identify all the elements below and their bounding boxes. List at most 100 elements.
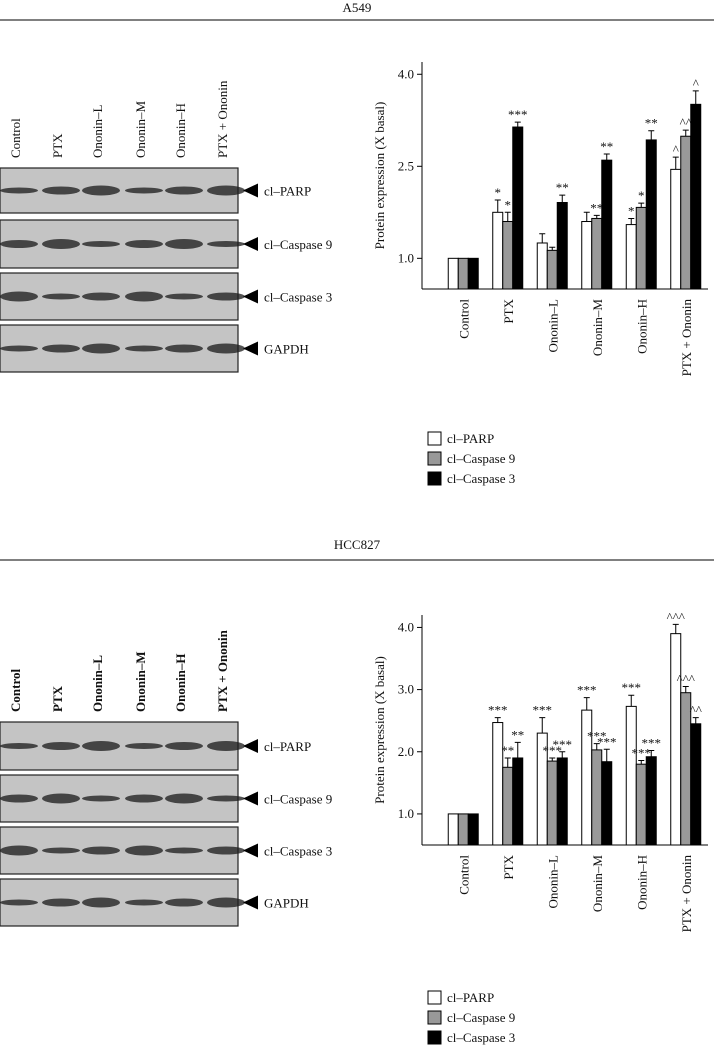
lane-label: Ononin–H	[173, 653, 188, 712]
lane-label: Ononin–L	[90, 655, 105, 712]
legend-swatch	[427, 990, 442, 1005]
lane-label: PTX + Ononin	[215, 80, 230, 158]
bar	[625, 224, 637, 290]
error-bar	[682, 685, 689, 693]
bar	[690, 723, 702, 846]
band-arrow	[243, 289, 258, 304]
band-label: cl–Caspase 9	[264, 792, 332, 807]
band-label: cl–PARP	[264, 739, 311, 754]
legend-swatch	[427, 431, 442, 446]
significance-mark: **	[511, 727, 524, 742]
bar	[556, 201, 568, 290]
lane-label: Control	[8, 118, 23, 158]
significance-mark: ***	[543, 743, 563, 758]
legend-swatch	[427, 1010, 442, 1025]
blot-band	[207, 795, 245, 802]
blot-band	[207, 292, 245, 301]
bar	[467, 257, 479, 290]
blot-band	[42, 293, 80, 300]
x-tick-label: Control	[456, 855, 471, 895]
bar	[502, 766, 514, 846]
error-bar	[549, 246, 556, 251]
y-tick-label: 2.5	[398, 158, 414, 173]
error-bar	[682, 129, 689, 137]
significance-mark: ^^^	[667, 609, 685, 624]
significance-mark: ***	[642, 736, 662, 751]
x-tick-label: Ononin–L	[545, 855, 560, 909]
blot-band	[82, 292, 120, 301]
bar	[645, 139, 657, 290]
legend-label: cl–Caspase 3	[447, 471, 515, 486]
legend-label: cl–PARP	[447, 990, 494, 1005]
blot-band	[207, 897, 245, 908]
blot-band	[0, 794, 38, 803]
blot-band	[125, 345, 163, 352]
significance-mark: *	[505, 197, 512, 212]
significance-mark: ***	[488, 703, 508, 718]
error-bar	[593, 214, 600, 219]
blot-band	[42, 793, 80, 804]
bar	[492, 722, 504, 846]
significance-mark: **	[590, 200, 603, 215]
blot-band	[125, 743, 163, 749]
blot-band	[207, 741, 245, 751]
legend-label: cl–Caspase 9	[447, 451, 515, 466]
significance-mark: ***	[577, 683, 597, 698]
panel-title: HCC827	[334, 537, 381, 552]
y-tick-label: 4.0	[398, 66, 414, 81]
error-bar	[692, 90, 699, 105]
legend-label: cl–PARP	[447, 431, 494, 446]
significance-mark: ***	[533, 703, 553, 718]
error-bar	[494, 717, 501, 723]
blot-band	[165, 186, 203, 195]
y-tick-label: 3.0	[398, 682, 414, 697]
blot-band	[125, 187, 163, 194]
band-label: cl–Caspase 3	[264, 290, 332, 305]
x-tick-label: Ononin–H	[634, 299, 649, 354]
error-bar	[549, 757, 556, 762]
blot-band	[125, 240, 163, 248]
band-label: GAPDH	[264, 896, 309, 911]
blot-band	[82, 897, 120, 908]
blot-band	[42, 847, 80, 854]
bar	[546, 249, 558, 290]
bar	[625, 705, 637, 846]
bar	[546, 760, 558, 846]
bar	[591, 217, 603, 290]
bar	[512, 126, 524, 290]
x-tick-label: Ononin–L	[545, 299, 560, 353]
significance-mark: **	[501, 743, 514, 758]
legend-label: cl–Caspase 9	[447, 1010, 515, 1025]
error-bar	[638, 202, 645, 208]
blot-band	[42, 898, 80, 907]
lane-label: Ononin–L	[90, 105, 105, 159]
blot-band	[82, 185, 120, 196]
blot-band	[42, 344, 80, 353]
bar	[635, 763, 647, 846]
blot-band	[0, 899, 38, 906]
lane-label: Ononin–H	[173, 103, 188, 158]
legend-label: cl–Caspase 3	[447, 1030, 515, 1045]
significance-mark: *	[495, 185, 502, 200]
error-bar	[603, 153, 610, 161]
band-arrow	[243, 791, 258, 806]
error-bar	[539, 717, 546, 734]
x-tick-label: Ononin–M	[590, 855, 605, 913]
panel-title: A549	[343, 0, 372, 15]
blot-band	[0, 845, 38, 856]
bar	[447, 257, 459, 290]
y-tick-label: 4.0	[398, 619, 414, 634]
blot-band	[0, 240, 38, 248]
y-axis-label: Protein expression (X basal)	[372, 102, 387, 250]
x-tick-label: PTX	[501, 298, 516, 323]
x-tick-label: PTX	[501, 854, 516, 879]
x-tick-label: PTX + Ononin	[679, 299, 694, 377]
error-bar	[628, 217, 635, 225]
significance-mark: *	[628, 203, 635, 218]
error-bar	[638, 759, 645, 765]
band-arrow	[243, 341, 258, 356]
error-bar	[672, 623, 679, 634]
blot-band	[0, 187, 38, 194]
error-bar	[648, 130, 655, 140]
